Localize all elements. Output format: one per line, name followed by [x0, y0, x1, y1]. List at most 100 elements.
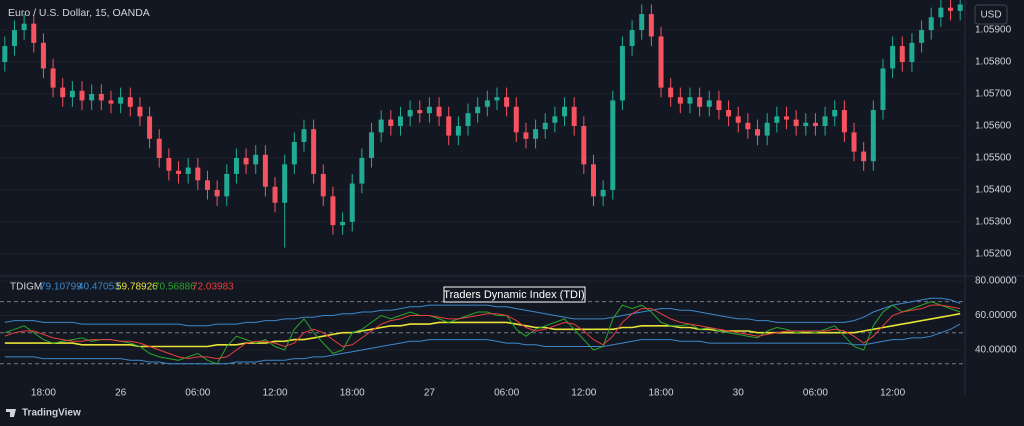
x-tick-label: 18:00 — [649, 388, 674, 399]
candle-body — [301, 129, 307, 142]
candle-body — [79, 90, 85, 101]
price-pane — [2, 0, 963, 248]
currency-label[interactable]: USD — [980, 10, 1001, 21]
candle-body — [494, 97, 500, 101]
candle-body — [137, 106, 143, 117]
candle-body — [388, 119, 394, 126]
candle-body — [243, 157, 249, 165]
y-tick-label: 1.05200 — [975, 249, 1012, 260]
x-tick-label: 06:00 — [185, 388, 210, 399]
tdi-pane — [0, 280, 965, 365]
legend-value: 59.78926 — [116, 282, 158, 293]
candle-body — [870, 110, 876, 162]
candle-body — [552, 116, 558, 123]
candle-body — [542, 122, 548, 130]
candle-body — [629, 30, 635, 47]
candle-body — [803, 122, 809, 126]
candle-body — [417, 110, 423, 114]
candle-body — [755, 129, 761, 136]
candle-body — [706, 100, 712, 107]
candle-body — [89, 94, 95, 101]
candle-body — [610, 100, 616, 190]
candle-body — [60, 87, 66, 98]
candle-body — [697, 97, 703, 107]
candle-body — [523, 132, 529, 139]
candle-body — [378, 119, 384, 133]
candle-body — [909, 42, 915, 63]
y-tick-label: 1.05300 — [975, 217, 1012, 228]
candle-body — [648, 14, 654, 37]
candle-body — [40, 42, 46, 69]
brand: TradingView — [22, 408, 81, 419]
candle-body — [793, 119, 799, 126]
candle-body — [484, 100, 490, 107]
chart-title: Euro / U.S. Dollar, 15, OANDA — [8, 7, 150, 19]
candle-body — [504, 97, 510, 107]
x-tick-label: 06:00 — [494, 388, 519, 399]
candle-body — [513, 106, 519, 133]
y-tick-label: 80.00000 — [975, 276, 1017, 287]
candle-body — [764, 122, 770, 136]
candle-body — [262, 154, 268, 187]
candle-body — [812, 122, 818, 126]
candle-body — [919, 30, 925, 43]
x-tick-label: 30 — [733, 388, 745, 399]
candle-body — [928, 17, 934, 31]
y-tick-label: 1.05600 — [975, 121, 1012, 132]
legend-value: 72.03983 — [192, 282, 234, 293]
candle-body — [590, 164, 596, 197]
candle-body — [21, 23, 27, 31]
y-tick-label: 1.05500 — [975, 153, 1012, 164]
y-tick-label: 1.05900 — [975, 25, 1012, 36]
candle-body — [31, 23, 37, 43]
candle-body — [948, 7, 954, 11]
candle-body — [475, 106, 481, 114]
candle-body — [600, 189, 606, 197]
y-tick-label: 1.05800 — [975, 57, 1012, 68]
candle-body — [533, 129, 539, 139]
candle-body — [195, 167, 201, 181]
candle-body — [311, 129, 317, 174]
axes: 1.05900 1.05800 1.05700 1.05600 1.05500 1.054… — [31, 25, 1017, 399]
x-tick-label: 27 — [424, 388, 436, 399]
candle-body — [118, 97, 124, 104]
annotation: Traders Dynamic Index (TDI) — [443, 289, 584, 301]
candle-body — [639, 14, 645, 31]
candle-body — [822, 116, 828, 126]
annotation-box — [443, 286, 586, 303]
legend-value: 70.56886 — [154, 282, 196, 293]
candle-body — [677, 97, 683, 104]
tdi-line — [4, 304, 961, 360]
candle-body — [851, 132, 857, 152]
candle-body — [841, 110, 847, 133]
candle-body — [156, 138, 162, 158]
candle-body — [899, 46, 905, 63]
candle-body — [69, 90, 75, 98]
candle-body — [253, 154, 259, 165]
candle-body — [658, 36, 664, 88]
candle-body — [619, 46, 625, 101]
x-tick-label: 12:00 — [263, 388, 288, 399]
candle-body — [50, 68, 56, 88]
x-tick-label: 06:00 — [803, 388, 828, 399]
candle-body — [166, 157, 172, 171]
indicator-name: TDIGM — [10, 282, 42, 293]
candle-body — [407, 110, 413, 117]
candle-body — [176, 170, 182, 174]
x-tick-label: 26 — [115, 388, 127, 399]
candle-body — [957, 4, 963, 11]
candle-body — [735, 116, 741, 123]
tdi-line — [4, 301, 961, 365]
candle-body — [233, 157, 239, 174]
candle-body — [224, 173, 230, 197]
candle-body — [214, 189, 220, 197]
candle-body — [282, 164, 288, 203]
x-tick-label: 12:00 — [880, 388, 905, 399]
candle-body — [98, 94, 104, 101]
currency-button[interactable] — [974, 4, 1008, 25]
candle-body — [581, 125, 587, 165]
y-tick-label: 40.00000 — [975, 345, 1017, 356]
candle-body — [446, 116, 452, 136]
x-tick-label: 18:00 — [31, 388, 56, 399]
